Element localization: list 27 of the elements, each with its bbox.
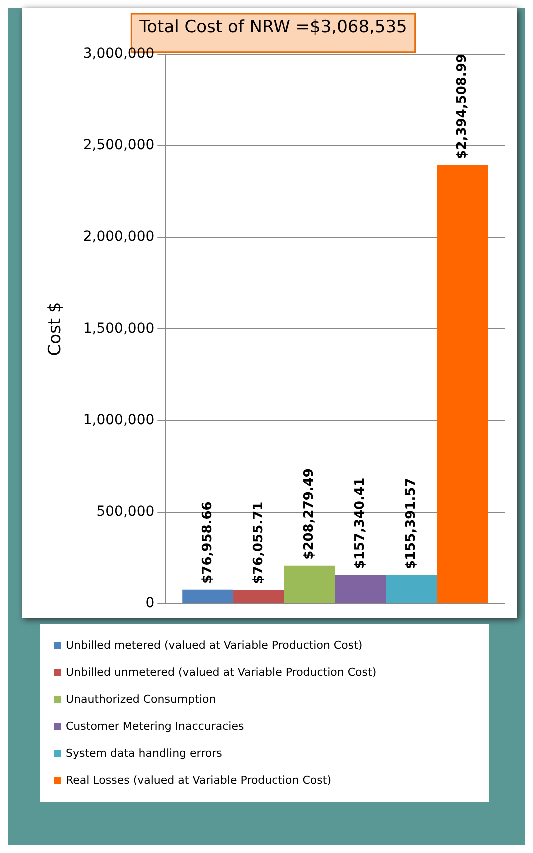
legend-label: Unbilled metered (valued at Variable Production Cost): [66, 639, 363, 652]
chart-title: Total Cost of NRW =$3,068,535: [138, 18, 408, 38]
bar: [386, 576, 438, 604]
bar: [335, 575, 386, 604]
legend-label: Unbilled unmetered (valued at Variable Production Cost): [66, 666, 377, 679]
legend-label: Real Losses (valued at Variable Production Cost): [66, 774, 332, 787]
y-tick-label: 2,500,000: [83, 138, 155, 154]
y-tick-label: 1,000,000: [83, 412, 155, 428]
legend-label: System data handling errors: [66, 747, 222, 760]
data-label: $208,279.49: [302, 468, 318, 560]
y-tick-label: 2,000,000: [83, 229, 155, 246]
legend-label: Customer Metering Inaccuracies: [66, 720, 244, 733]
y-tick-label: 500,000: [96, 504, 155, 520]
bar: [182, 590, 234, 604]
bar: [234, 590, 284, 604]
y-axis-title: Cost $: [46, 302, 66, 356]
legend-label: Unauthorized Consumption: [66, 693, 216, 706]
bar: [284, 566, 336, 604]
data-label: $76,958.66: [200, 502, 216, 584]
bar: [437, 165, 488, 604]
y-tick-label: 3,000,000: [83, 46, 155, 62]
y-tick-label: 1,500,000: [83, 320, 155, 337]
data-label: $157,340.41: [353, 478, 368, 570]
data-label: $76,055.71: [251, 502, 266, 584]
data-label: $155,391.57: [404, 478, 420, 570]
data-label: $2,394,508.99: [454, 54, 470, 160]
y-tick-label: 0: [146, 596, 155, 612]
